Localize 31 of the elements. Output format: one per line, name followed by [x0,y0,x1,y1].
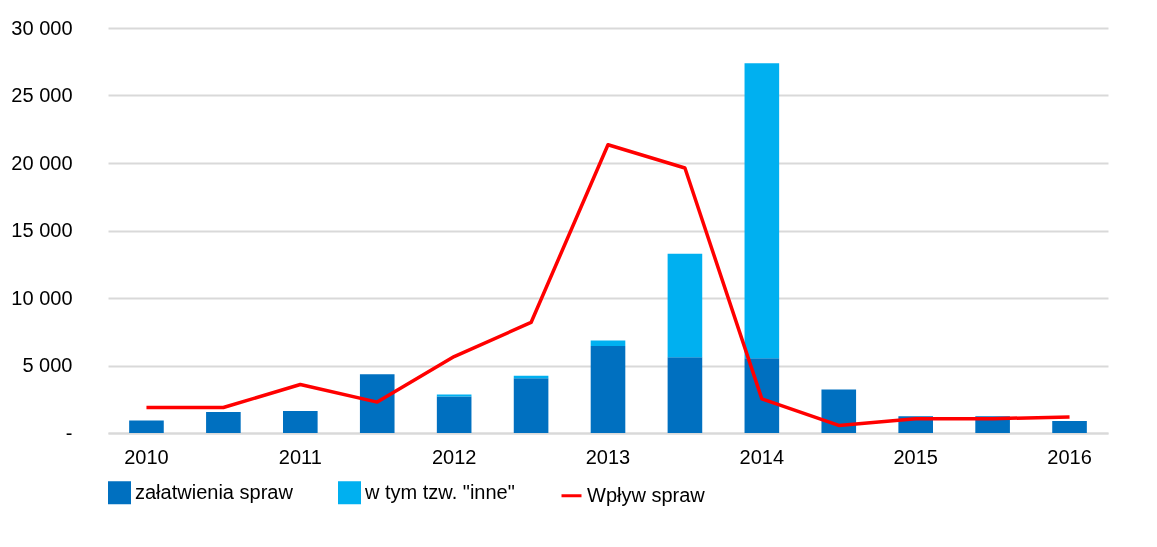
bar [513,378,549,433]
x-tick-label: 2011 [278,445,322,468]
bar [821,389,857,433]
bar [744,358,780,433]
y-tick-label: - [65,421,73,444]
bar [359,374,395,433]
bar [1052,421,1087,433]
y-tick-label: 5 000 [22,354,73,376]
x-tick-label: 2010 [124,445,169,468]
bar [744,63,780,359]
legend-label: załatwienia spraw [135,480,294,503]
x-tick-label: 2012 [431,445,477,468]
y-tick-label: 25 000 [11,84,73,106]
legend-label: Wpływ spraw [587,483,706,506]
x-tick-label: 2016 [1047,445,1092,468]
bar [206,411,241,433]
legend-label: w tym tzw. "inne" [364,480,515,503]
line-series [144,143,1072,428]
y-tick-label: 20 000 [11,151,73,174]
x-tick-label: 2015 [893,445,938,468]
x-tick-label: 2013 [585,445,631,468]
bar [667,357,703,433]
bar [283,411,318,433]
x-tick-label: 2014 [739,445,785,468]
bar [436,396,472,433]
bar [129,420,164,433]
bar [667,253,703,358]
bar [590,346,626,433]
y-tick-label: 30 000 [11,16,73,39]
y-tick-label: 10 000 [11,286,73,309]
y-tick-label: 15 000 [11,219,73,241]
